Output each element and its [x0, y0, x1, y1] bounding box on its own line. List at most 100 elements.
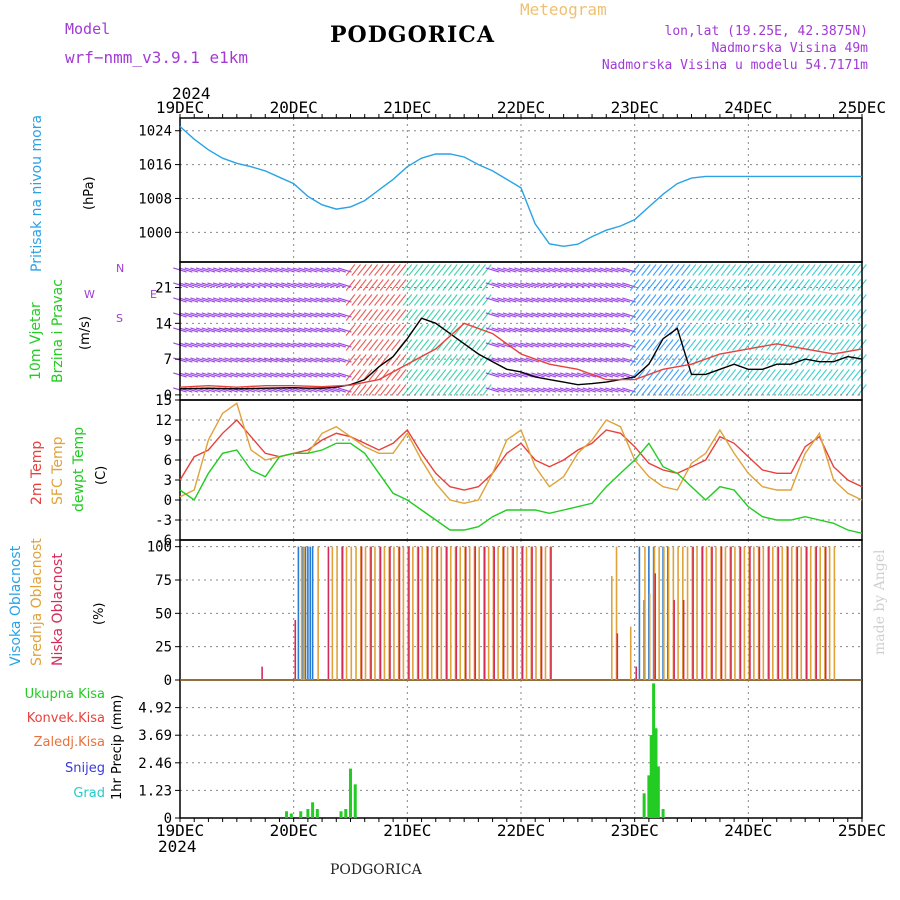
wind-barb	[588, 327, 602, 333]
wind-barb	[374, 294, 384, 306]
wind-barb	[681, 324, 691, 336]
wind-barb	[247, 372, 261, 378]
compass-e-label: E	[150, 288, 157, 301]
wind-barb	[525, 297, 540, 303]
wind-barb	[588, 387, 602, 393]
wind-barb	[703, 264, 714, 276]
wind-barb	[430, 369, 441, 381]
y-tick-label: 1008	[138, 191, 172, 207]
wind-barb	[692, 324, 702, 336]
wind-barb	[599, 387, 614, 393]
wind-barb	[442, 309, 452, 321]
wind-barb	[663, 264, 674, 276]
wind-barb	[548, 327, 562, 333]
wind-barb	[732, 339, 742, 351]
wind-barb	[453, 279, 464, 291]
wind-barb	[715, 339, 725, 351]
wind-barb	[459, 294, 469, 306]
wind-barb	[396, 309, 407, 321]
wind-barb	[425, 384, 435, 396]
wind-barb	[201, 297, 216, 303]
wind-barb	[845, 279, 856, 291]
wind-barb	[184, 327, 199, 333]
precip-bar	[649, 734, 653, 818]
wind-barb	[497, 387, 511, 393]
wind-barb	[559, 282, 574, 288]
wind-barb	[851, 264, 862, 276]
wind-barb	[351, 369, 361, 381]
wind-barb	[709, 339, 720, 351]
wind-barb	[806, 384, 816, 396]
wind-barb	[357, 354, 367, 366]
wind-barb	[368, 339, 379, 351]
wind-barb	[303, 297, 318, 303]
wind-barb	[408, 309, 418, 321]
wind-barb	[542, 342, 557, 348]
wind-barb	[766, 369, 776, 381]
wind-barb	[385, 264, 396, 276]
wind-barb	[425, 339, 435, 351]
wind-barb	[379, 294, 390, 306]
wind-barb	[703, 324, 714, 336]
wind-barb	[576, 372, 591, 378]
wind-barb	[275, 282, 290, 288]
wind-barb	[698, 309, 708, 321]
wind-barb	[698, 279, 708, 291]
wind-barb	[491, 327, 506, 333]
wind-barb	[419, 264, 430, 276]
wind-barb	[385, 339, 396, 351]
wind-barb	[320, 342, 335, 348]
wind-barb	[823, 264, 833, 276]
wind-barb	[794, 294, 805, 306]
wind-barb	[570, 342, 585, 348]
wind-barb	[190, 342, 204, 348]
wind-barb	[559, 267, 574, 273]
wind-barb	[559, 297, 574, 303]
wind-barb	[224, 297, 238, 303]
wind-barb	[281, 327, 295, 333]
wind-barb	[840, 279, 850, 291]
wind-barb	[448, 339, 458, 351]
wind-barb	[794, 309, 805, 321]
wind-barb	[726, 294, 737, 306]
wind-barb	[658, 324, 668, 336]
wind-barb	[754, 324, 765, 336]
precip-bar	[661, 809, 665, 818]
wind-barb	[303, 267, 318, 273]
model-label: Model	[65, 20, 111, 38]
wind-barb	[783, 369, 793, 381]
wind-barb	[789, 294, 799, 306]
wind-barb	[252, 312, 267, 318]
wind-barb	[519, 312, 534, 318]
wind-barb	[207, 297, 221, 303]
x-tick-label-bottom: 24DEC	[724, 821, 772, 840]
wind-barb	[548, 267, 562, 273]
wind-barb	[823, 279, 833, 291]
wind-barb	[576, 342, 591, 348]
wind-barb	[430, 324, 441, 336]
wind-barb	[542, 312, 557, 318]
x-tick-label-bottom: 20DEC	[270, 821, 318, 840]
wind-barb	[610, 387, 625, 393]
y-tick-label: 0	[164, 493, 172, 509]
precip-bar	[344, 809, 348, 818]
wind-barb	[391, 309, 401, 321]
y-tick-label: 75	[155, 573, 172, 589]
wind-barb	[720, 264, 731, 276]
wind-barb	[845, 324, 856, 336]
wind-barb	[553, 342, 568, 348]
wind-barb	[635, 309, 646, 321]
wind-barb	[385, 324, 396, 336]
wind-barb	[241, 282, 256, 288]
wind-barb	[207, 342, 221, 348]
wind-barb	[531, 372, 545, 378]
wind-barb	[485, 327, 500, 333]
wind-barb	[465, 264, 475, 276]
wind-barb	[345, 309, 356, 321]
wind-barb	[663, 294, 674, 306]
wind-barb	[345, 369, 356, 381]
wind-barb	[476, 264, 486, 276]
wind-barb	[326, 387, 341, 393]
wind-barb	[379, 279, 390, 291]
wind-barb	[593, 312, 608, 318]
